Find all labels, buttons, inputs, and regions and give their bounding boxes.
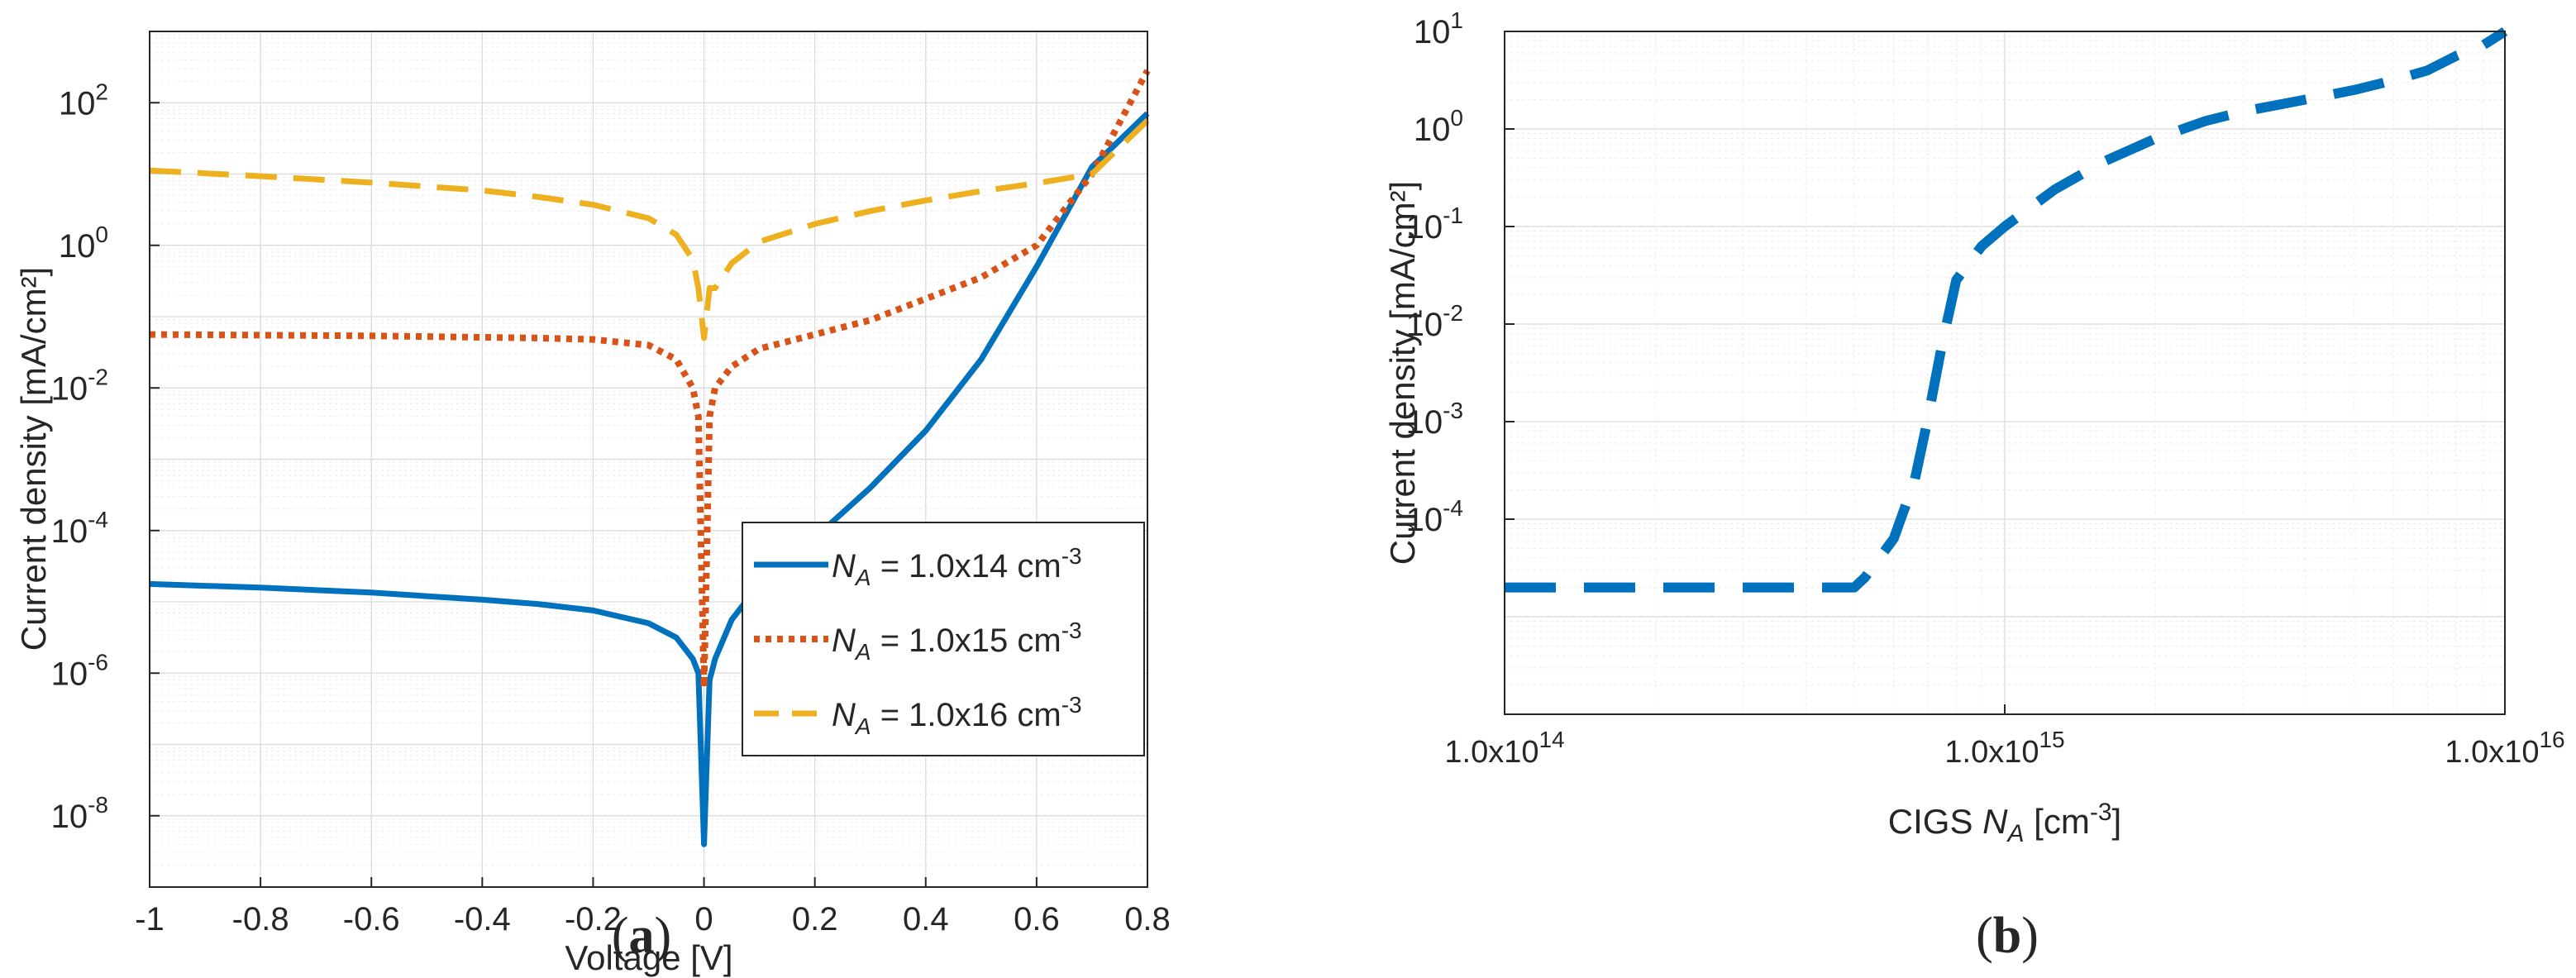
panel-a-x-tick-label: 0.4: [903, 901, 949, 937]
legend-box: [742, 522, 1145, 756]
panel-a-x-tick-label: -0.2: [565, 901, 622, 937]
panel-a-minor-grid: [150, 34, 1147, 866]
panel-a-series-line-1: [149, 111, 1150, 847]
panel-a-y-axis-label: Current density [mA/cm²]: [14, 267, 53, 651]
panel-a-x-tick-label: 0.8: [1124, 901, 1171, 937]
panel-a-legend: NA = 1.0x14 cm-3 NA = 1.0x15 cm-3 NA = 1…: [742, 522, 1145, 756]
legend-label-series-1: NA = 1.0x14 cm-3: [832, 543, 1082, 590]
panel-a-x-tick-label: -1: [135, 901, 165, 937]
panel-b: 1.0x1014 1.0x1015 1.0x1016 10-410-310-210-…: [1383, 7, 2565, 847]
panel-a-x-tick-label: -0.8: [232, 901, 289, 937]
panel-a-x-tick-label: 0: [694, 901, 713, 937]
legend-label-series-3: NA = 1.0x16 cm-3: [832, 692, 1082, 739]
panel-a-series: [149, 69, 1151, 847]
panel-b-series: [1505, 26, 2508, 593]
panel-a-x-tick-label: 0.2: [792, 901, 838, 937]
legend-label-series-2: NA = 1.0x15 cm-3: [832, 618, 1082, 665]
panel-a-series-line-3: [149, 118, 1150, 341]
caption-b: (b): [1976, 908, 2039, 964]
panel-a-x-tick-label: -0.6: [343, 901, 400, 937]
panel-b-y-axis-label: Current density [mA/cm²]: [1383, 181, 1422, 565]
panel-a-x-tick-label: -0.4: [454, 901, 511, 937]
panel-a: -1 -0.8 -0.6 -0.4 -0.2 0 0.2 0.4 0.6 0.8 10-810-6…: [14, 31, 1171, 977]
panel-b-series-line-1: [1505, 26, 2508, 593]
panel-a-x-axis-label: Voltage [V]: [565, 938, 732, 977]
panel-a-x-tick-label: 0.6: [1014, 901, 1060, 937]
panel-a-x-ticks: -1 -0.8 -0.6 -0.4 -0.2 0 0.2 0.4 0.6 0.8: [135, 877, 1171, 937]
caption-a: (a): [612, 908, 671, 964]
panel-b-x-axis-label: CIGS NA [cm-3]: [1888, 799, 2121, 847]
panel-a-series-line-2: [149, 69, 1151, 691]
panel-a-axes-box: [149, 31, 1148, 888]
